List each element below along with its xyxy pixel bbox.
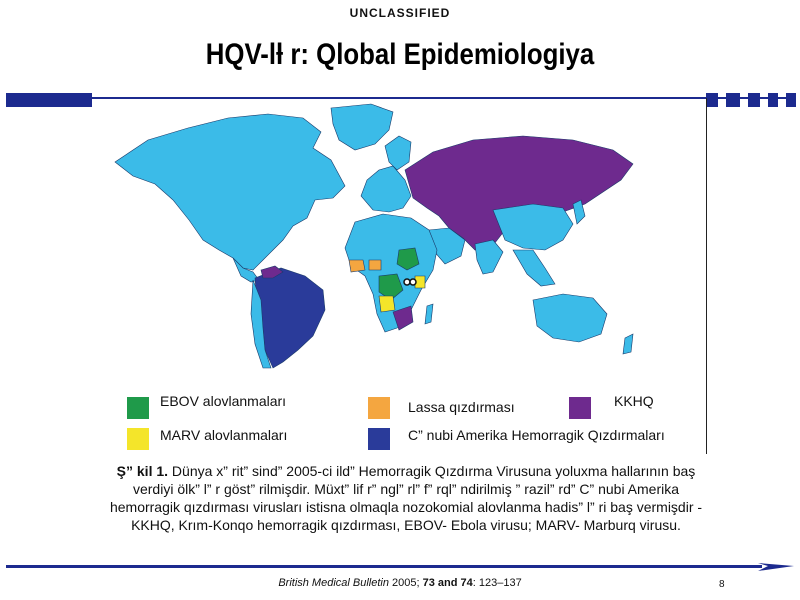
citation-journal: British Medical Bulletin	[278, 577, 389, 589]
europe-region	[360, 165, 412, 213]
madagascar-region	[424, 303, 434, 325]
legend-label-american-hf: C” nubi Amerika Hemorragik Qızdırmaları	[408, 427, 665, 443]
africa-region	[344, 213, 438, 333]
legend-swatch-ebov	[127, 397, 149, 419]
outbreak-marker-icon	[403, 278, 411, 286]
vertical-rule	[706, 98, 707, 454]
new-zealand-region	[622, 333, 634, 355]
venezuela-region	[260, 265, 284, 279]
sudan-ebov-region	[396, 247, 420, 271]
caption-lead: Ş” kil 1.	[116, 463, 169, 479]
figure-caption: Ş” kil 1. Dünya x” rit” sind” 2005-ci il…	[100, 462, 712, 534]
legend-label-lassa: Lassa qızdırması	[408, 399, 515, 415]
citation: British Medical Bulletin 2005; 73 and 74…	[0, 577, 800, 589]
world-map-svg	[114, 103, 634, 369]
angola-marv-region	[378, 295, 396, 313]
bottom-decorative-bar	[6, 560, 796, 572]
citation-pages: : 123–137	[472, 577, 522, 589]
legend-label-ebov: EBOV alovlanmaları	[160, 393, 287, 409]
legend-label-marv: MARV alovlanmaları	[160, 427, 288, 443]
legend-label-kkhq: KKHQ	[614, 393, 654, 409]
outbreak-marker-icon	[409, 278, 417, 286]
south-america-west-region	[250, 279, 272, 369]
top-decorative-bar	[6, 93, 796, 107]
classification-label: UNCLASSIFIED	[349, 6, 451, 20]
central-africa-ebov-region	[378, 273, 404, 301]
legend-swatch-marv	[127, 428, 149, 450]
north-america-region	[114, 113, 346, 271]
southeast-asia-region	[512, 249, 556, 287]
caption-text: Dünya x” rit” sind” 2005-ci ild” Hemorra…	[109, 463, 703, 533]
page-number: 8	[719, 579, 725, 590]
southern-africa-kkhq-region	[392, 305, 414, 331]
nigeria-lassa-region	[368, 259, 382, 271]
legend-swatch-kkhq	[569, 397, 591, 419]
slide-title: HQV-lƚ r: Qlobal Epidemiologiya	[205, 38, 595, 71]
south-asia-region	[474, 239, 504, 275]
scandinavia-region	[384, 135, 412, 171]
legend-swatch-american-hf	[368, 428, 390, 450]
world-map	[93, 100, 693, 370]
east-asia-region	[492, 203, 574, 251]
australia-region	[532, 293, 608, 343]
greenland-region	[330, 103, 394, 151]
japan-region	[572, 199, 586, 225]
west-africa-lassa-region	[348, 259, 366, 273]
legend-swatch-lassa	[368, 397, 390, 419]
citation-volume: 73 and 74	[422, 577, 473, 589]
citation-year: 2005;	[388, 577, 423, 589]
